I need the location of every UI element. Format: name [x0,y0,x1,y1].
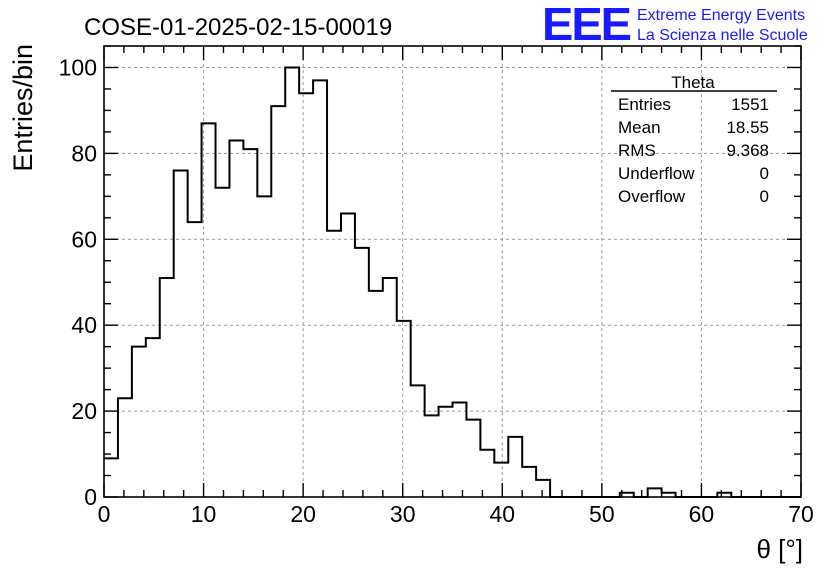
stats-box: Theta Entries 1551 Mean 18.55 RMS 9.368 … [611,73,777,206]
x-tick-label: 70 [788,501,814,527]
eee-logo: EEE Extreme Energy Events La Scienza nel… [542,0,808,50]
x-tick-label: 50 [589,501,615,527]
y-tick-labels: 0 20 40 60 80 100 [59,54,97,510]
stats-underflow-label: Underflow [618,164,695,183]
plot-frame [103,45,802,498]
x-tick-label: 0 [98,501,111,527]
stats-overflow-label: Overflow [618,187,686,206]
x-tick-label: 40 [489,501,515,527]
y-tick-label: 20 [71,398,97,424]
stats-title: Theta [671,73,715,92]
histogram-series [104,66,801,498]
stats-overflow-value: 0 [760,187,769,206]
stats-mean-label: Mean [618,118,661,137]
y-tick-label: 0 [84,484,97,510]
stats-underflow-value: 0 [760,164,769,183]
stats-mean-value: 18.55 [726,118,769,137]
stats-rms-label: RMS [618,141,656,160]
y-tick-label: 80 [71,140,97,166]
x-axis-label: θ [°] [756,534,803,564]
stats-rms-value: 9.368 [726,141,769,160]
y-tick-label: 100 [59,54,97,80]
y-axis-label: Entries/bin [8,44,38,172]
x-tick-label: 10 [191,501,217,527]
stats-entries-label: Entries [618,95,671,114]
axis-ticks [103,45,802,498]
stats-entries-value: 1551 [731,95,769,114]
x-tick-label: 30 [390,501,416,527]
y-tick-label: 40 [71,312,97,338]
y-tick-label: 60 [71,226,97,252]
run-title: COSE-01-2025-02-15-00019 [84,14,392,41]
grid [104,46,801,497]
eee-logo-line1: Extreme Energy Events [637,7,805,24]
x-tick-label: 60 [689,501,715,527]
eee-logo-line2: La Scienza nelle Scuole [637,27,808,44]
eee-logo-mark: EEE [542,0,630,50]
x-tick-labels: 0 10 20 30 40 50 60 70 [98,501,814,527]
x-tick-label: 20 [290,501,316,527]
